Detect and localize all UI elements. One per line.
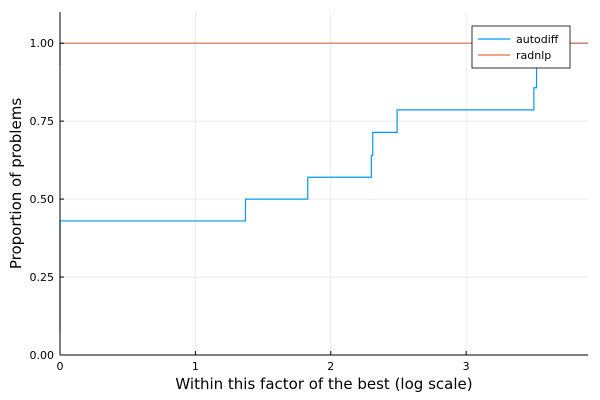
x-tick-label: 3 <box>463 360 470 373</box>
legend-label-radnlp: radnlp <box>516 49 551 62</box>
series-line-autodiff <box>59 42 588 334</box>
legend: autodiff radnlp <box>471 25 571 69</box>
legend-box <box>471 25 571 69</box>
y-tick-label: 0.50 <box>30 193 55 206</box>
x-tick-label: 1 <box>192 360 199 373</box>
y-tick-label: 0.75 <box>30 115 55 128</box>
y-tick-label: 0.25 <box>30 271 55 284</box>
x-tick-label: 0 <box>57 360 64 373</box>
x-tick-label: 2 <box>327 360 334 373</box>
axes <box>59 12 588 356</box>
y-tick-label: 1.00 <box>30 37 55 50</box>
x-axis-label: Within this factor of the best (log scal… <box>175 375 472 393</box>
legend-label-autodiff: autodiff <box>516 33 559 46</box>
y-tick-label: 0.00 <box>30 349 55 362</box>
series-layer <box>59 42 588 334</box>
y-axis-label: Proportion of problems <box>7 98 25 269</box>
tick-labels: 0 1 2 3 0.00 0.25 0.50 0.75 1.00 <box>30 37 470 373</box>
